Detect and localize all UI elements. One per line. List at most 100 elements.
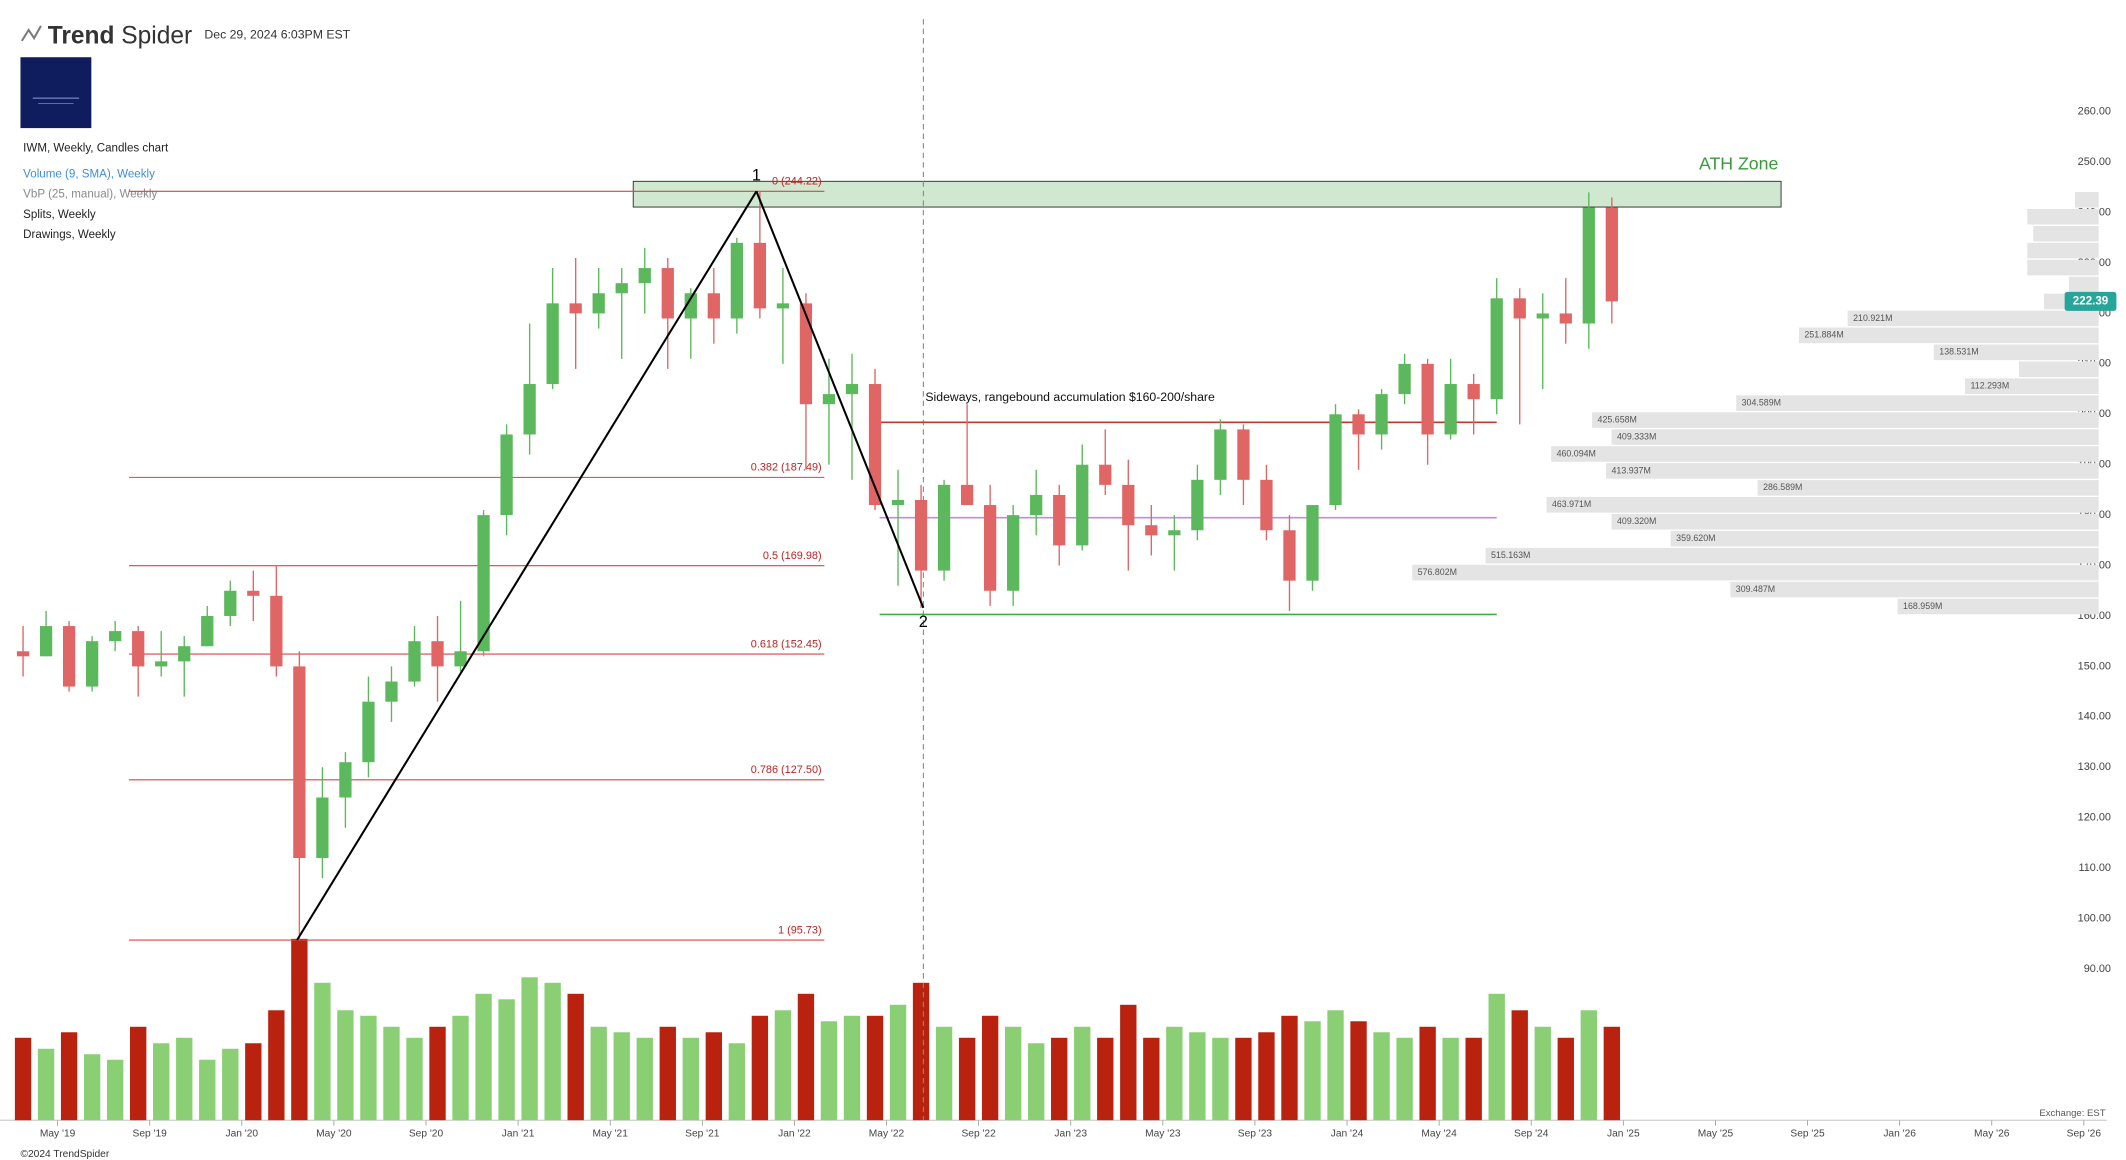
vbp-bar bbox=[1551, 446, 2099, 462]
logo-icon bbox=[20, 25, 42, 42]
candle-body bbox=[984, 505, 997, 591]
candle-body bbox=[1444, 384, 1457, 435]
volume-bar bbox=[37, 1048, 55, 1121]
volume-bar bbox=[106, 1059, 124, 1121]
x-tick-label: Jan '23 bbox=[1054, 1129, 1087, 1140]
volume-bar bbox=[1097, 1037, 1114, 1121]
volume-bar bbox=[1212, 1037, 1229, 1121]
swing-label: 1 bbox=[752, 167, 761, 185]
fib-label: 0.382 (187.49) bbox=[751, 462, 822, 474]
volume-bar bbox=[843, 1015, 861, 1121]
fib-label: 0.5 (169.98) bbox=[763, 550, 822, 562]
volume-bar bbox=[130, 1026, 147, 1121]
candle-body bbox=[1329, 414, 1342, 506]
swing-line bbox=[296, 190, 758, 941]
vbp-label: 425.658M bbox=[1598, 414, 1637, 424]
vbp-label: 251.884M bbox=[1804, 330, 1843, 340]
candle-body bbox=[1490, 298, 1503, 400]
vbp-bar bbox=[1670, 530, 2099, 547]
annotation: Sideways, rangebound accumulation $160-2… bbox=[925, 390, 1215, 404]
volume-bar bbox=[1166, 1026, 1183, 1121]
volume-bar bbox=[1028, 1043, 1045, 1121]
volume-bar bbox=[475, 993, 492, 1121]
volume-bar bbox=[820, 1021, 838, 1121]
timestamp: Dec 29, 2024 6:03PM EST bbox=[204, 28, 350, 42]
volume-bar bbox=[1465, 1037, 1482, 1121]
y-tick-label: 90.00 bbox=[2084, 963, 2111, 975]
brand-logo bbox=[20, 25, 42, 42]
candle-body bbox=[1053, 494, 1066, 546]
fib-label: 0 (244.22) bbox=[772, 176, 822, 188]
vbp-label: 286.589M bbox=[1763, 482, 1802, 492]
volume-bar bbox=[222, 1048, 239, 1121]
vbp-bar bbox=[1485, 547, 2099, 564]
candle-body bbox=[1306, 505, 1319, 581]
y-tick-label: 130.00 bbox=[2078, 761, 2111, 773]
volume-bar bbox=[268, 1010, 285, 1121]
volume-bar bbox=[728, 1043, 746, 1121]
volume-bar bbox=[1258, 1032, 1275, 1121]
volume-bar bbox=[1603, 1026, 1621, 1121]
volume-bar bbox=[1580, 1010, 1597, 1121]
brand-light: Spider bbox=[121, 22, 192, 49]
volume-bar bbox=[291, 938, 308, 1121]
vbp-label: 112.293M bbox=[1971, 381, 2010, 391]
volume-bar bbox=[912, 982, 930, 1121]
vbp-bar bbox=[2074, 191, 2099, 208]
candle-body bbox=[1398, 363, 1411, 395]
vbp-bar bbox=[1730, 581, 2099, 598]
swing-label: 2 bbox=[919, 613, 928, 631]
fib-label: 0.786 (127.50) bbox=[751, 764, 822, 776]
candle-body bbox=[39, 626, 53, 657]
volume-bar bbox=[176, 1037, 193, 1121]
volume-bar bbox=[613, 1032, 630, 1121]
candle-body bbox=[270, 595, 283, 667]
vbp-label: 304.589M bbox=[1742, 397, 1781, 407]
fib-label: 0.618 (152.45) bbox=[751, 638, 822, 650]
header: Trend Spider Dec 29, 2024 6:03PM EST IWM… bbox=[20, 22, 351, 155]
vbp-bar bbox=[1965, 378, 2099, 394]
volume-bar bbox=[406, 1037, 423, 1121]
vbp-label: 168.959M bbox=[1903, 601, 1942, 611]
x-tick-label: Sep '21 bbox=[685, 1129, 720, 1140]
volume-bar bbox=[1143, 1037, 1160, 1121]
volume-bar bbox=[498, 999, 515, 1121]
x-tick-label: Jan '20 bbox=[225, 1129, 258, 1140]
candle-body bbox=[477, 515, 490, 652]
x-tick-label: May '19 bbox=[40, 1129, 76, 1140]
volume-bar bbox=[544, 982, 561, 1121]
candle-body bbox=[454, 651, 467, 667]
y-tick-label: 100.00 bbox=[2078, 912, 2111, 924]
vbp-bar bbox=[1897, 598, 2099, 615]
candle-body bbox=[500, 434, 513, 516]
candle-body bbox=[1030, 494, 1043, 516]
indicator-label: Volume (9, SMA), Weekly bbox=[23, 168, 155, 180]
candle-body bbox=[822, 394, 836, 405]
candle-body bbox=[293, 666, 306, 859]
volume-bar bbox=[866, 1015, 884, 1121]
candle-body bbox=[937, 484, 951, 571]
candle-body bbox=[1099, 464, 1112, 485]
chart-title: IWM, Weekly, Candles chart bbox=[23, 143, 169, 155]
candle-body bbox=[201, 615, 214, 647]
candle-body bbox=[661, 268, 674, 319]
candle-body bbox=[1582, 207, 1595, 324]
candle-body bbox=[1145, 525, 1158, 536]
candle-body bbox=[178, 646, 191, 662]
volume-bar bbox=[1189, 1032, 1206, 1121]
x-tick-label: May '21 bbox=[592, 1129, 628, 1140]
volume-bar bbox=[383, 1026, 400, 1121]
volume-bar bbox=[1419, 1026, 1436, 1121]
x-tick-label: Sep '20 bbox=[409, 1129, 444, 1140]
volume-bar bbox=[590, 1026, 607, 1121]
volume-bar bbox=[360, 1015, 377, 1121]
candle-body bbox=[1168, 530, 1181, 536]
candle-body bbox=[1467, 384, 1480, 400]
candle-body bbox=[1375, 394, 1388, 435]
candle-body bbox=[109, 631, 122, 642]
volume-bar bbox=[935, 1026, 953, 1121]
volume-bar bbox=[958, 1037, 976, 1121]
vbp-label: 463.971M bbox=[1552, 499, 1591, 509]
vbp-label: 309.487M bbox=[1736, 584, 1775, 594]
